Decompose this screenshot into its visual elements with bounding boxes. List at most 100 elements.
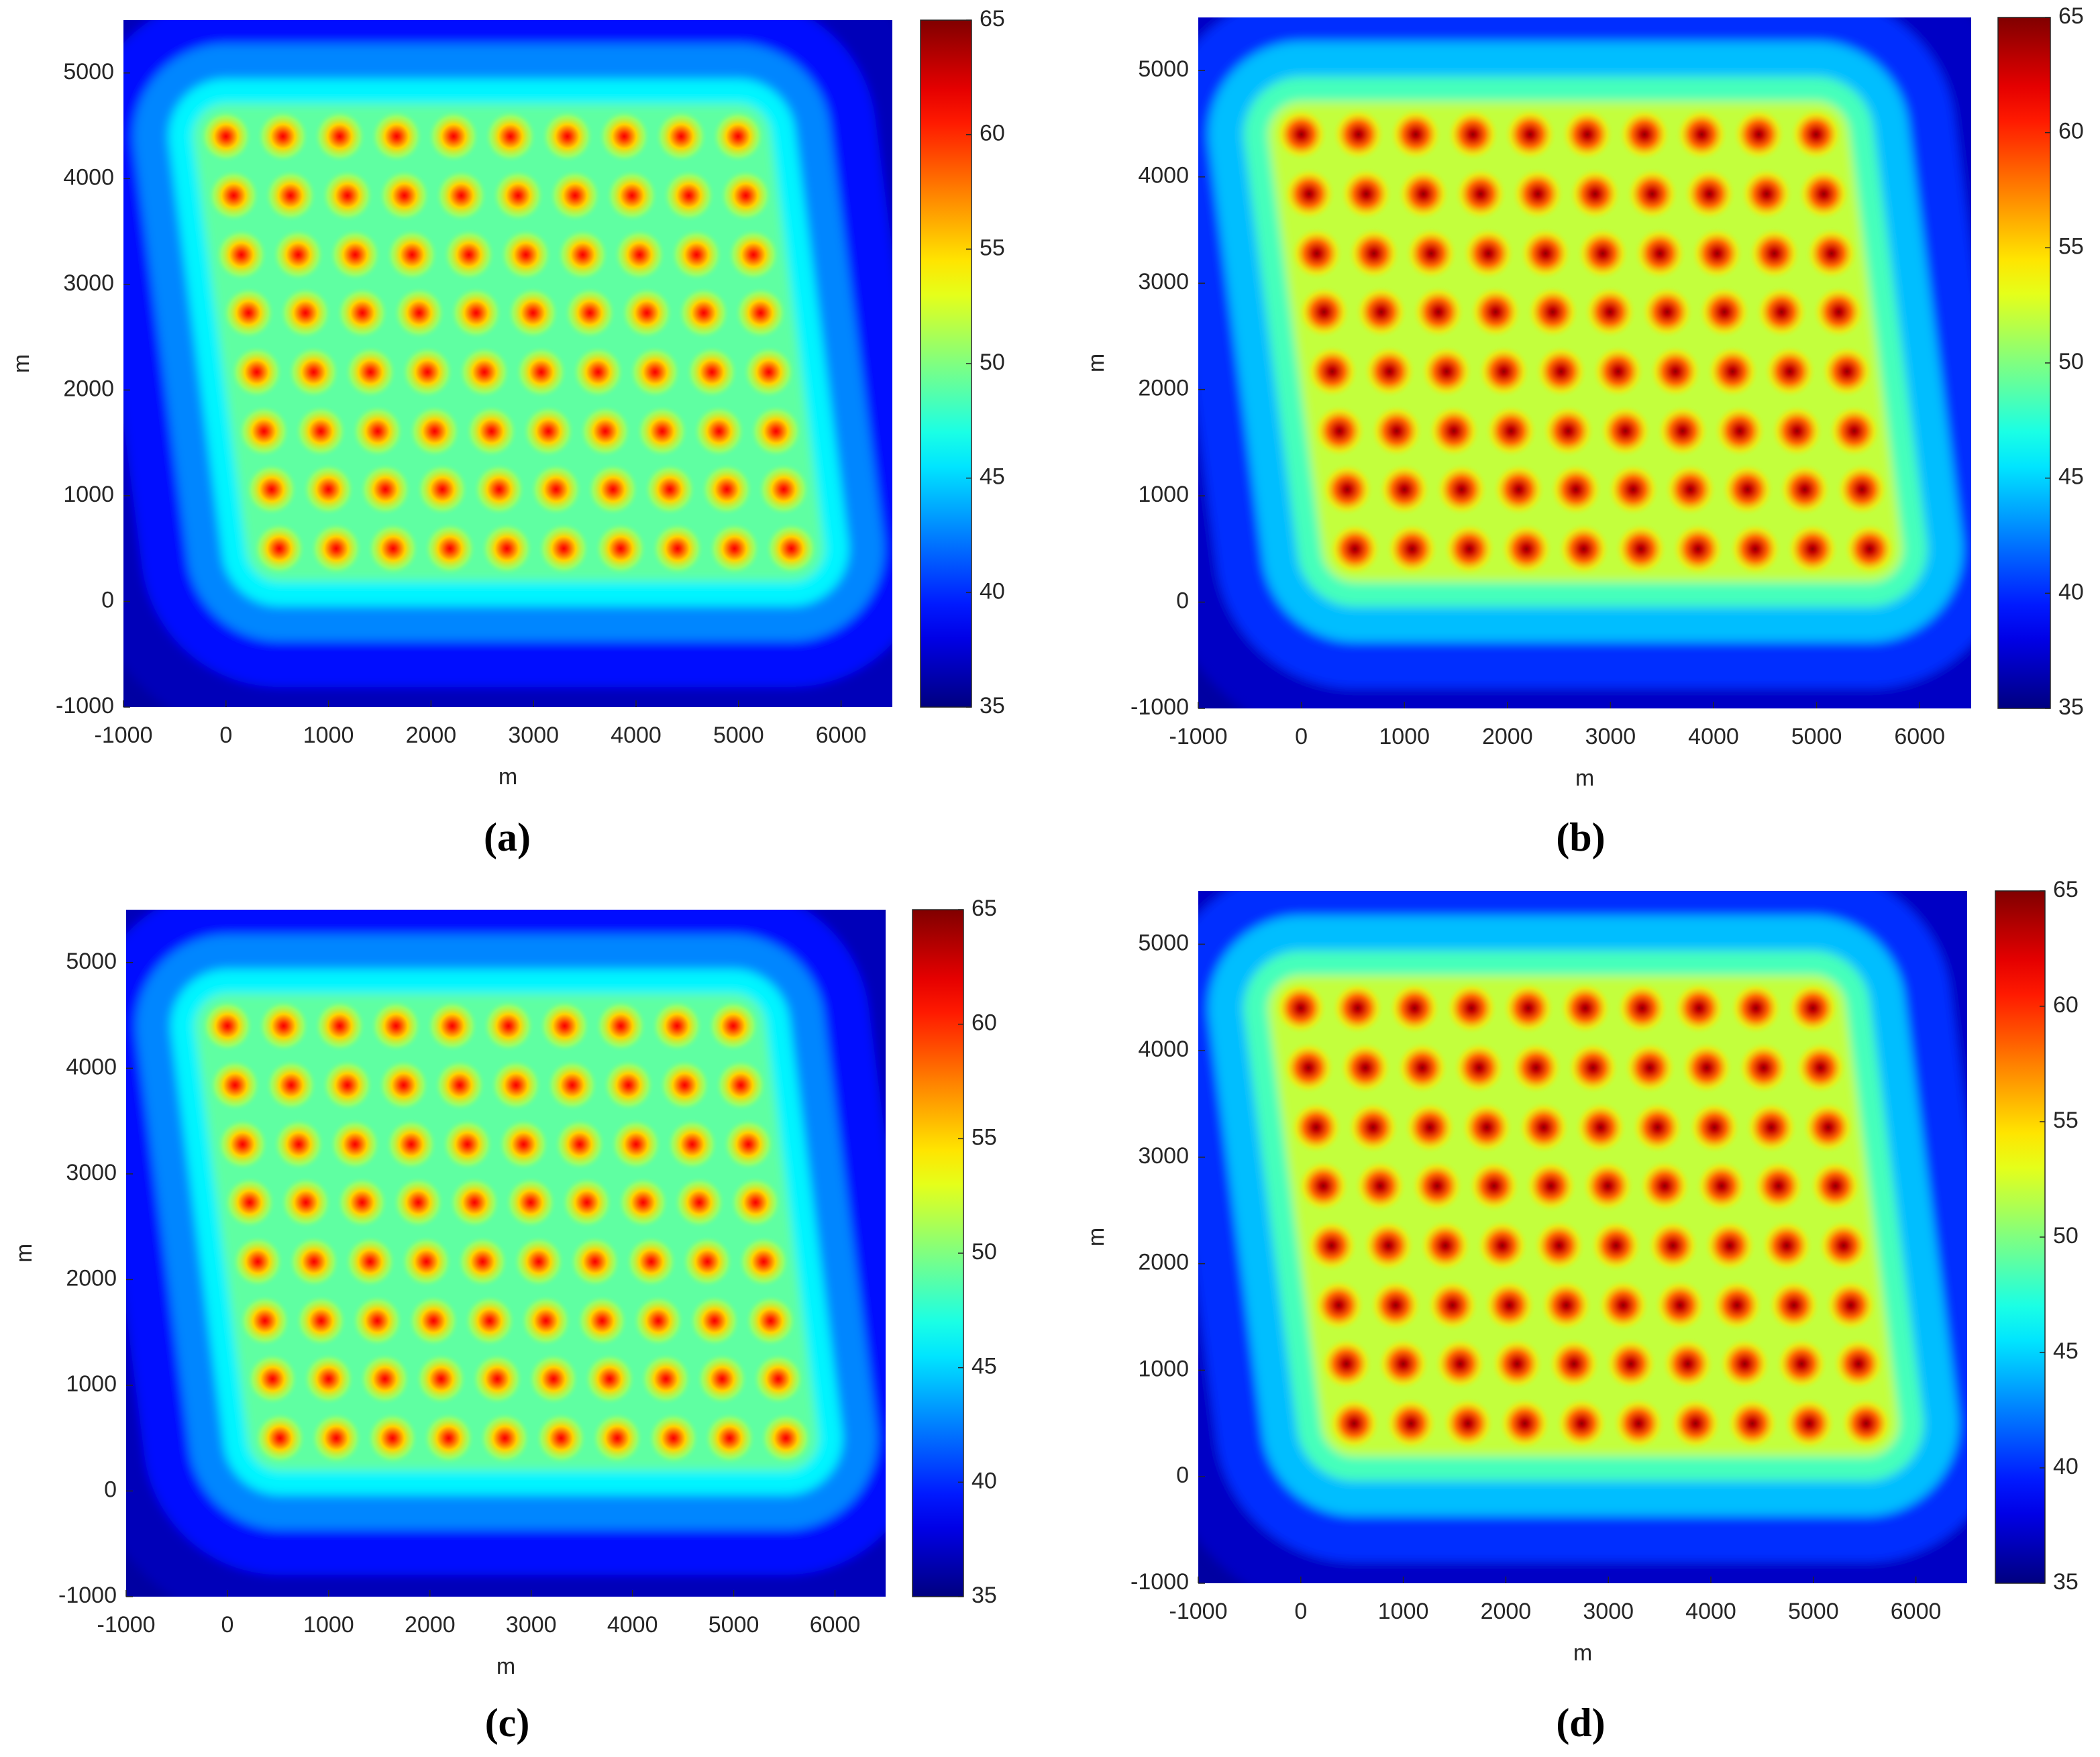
turbine-hotspot — [499, 228, 553, 282]
turbine-hotspot — [366, 521, 420, 576]
turbine-hotspot — [1832, 1337, 1885, 1391]
colorbar-tick-label: 50 — [2058, 349, 2084, 374]
turbine-hotspot — [1490, 1337, 1544, 1391]
turbine-hotspot — [279, 1176, 333, 1229]
turbine-hotspot — [1503, 107, 1557, 162]
turbine-hotspot — [400, 1235, 453, 1288]
turbine-hotspot — [1517, 1100, 1571, 1155]
turbine-hotspot — [1820, 344, 1874, 398]
turbine-hotspot — [1690, 226, 1744, 280]
colorbar-tick-label: 60 — [2058, 119, 2084, 144]
x-tick-label: 3000 — [506, 1612, 557, 1638]
panel: -1000 0 1000 2000 3000 4000 5000 6000 -1000 0 1000… — [1084, 877, 2079, 1745]
turbine-hotspot — [1426, 1278, 1479, 1332]
turbine-hotspot — [620, 286, 674, 340]
turbine-hotspot — [651, 521, 704, 576]
turbine-hotspot — [1710, 1278, 1764, 1332]
turbine-hotspot — [1566, 1041, 1620, 1095]
turbine-hotspot — [1760, 1218, 1814, 1273]
turbine-hotspot — [302, 1352, 356, 1405]
turbine-hotspot — [1782, 1397, 1836, 1450]
turbine-hotspot — [1338, 1041, 1392, 1095]
turbine-hotspot — [449, 286, 503, 340]
turbine-hotspot — [1775, 1337, 1828, 1391]
turbine-hotspot — [1518, 226, 1573, 280]
turbine-hotspot — [1680, 1041, 1734, 1095]
x-tick-label: 2000 — [1481, 1599, 1532, 1624]
turbine-hotspot — [1290, 226, 1344, 280]
turbine-hotspot — [1824, 1278, 1878, 1332]
turbine-hotspot — [1574, 1100, 1628, 1155]
turbine-hotspot — [456, 1235, 509, 1288]
turbine-hotspot — [1396, 167, 1451, 221]
turbine-hotspot — [497, 1118, 550, 1171]
turbine-hotspot — [1789, 107, 1843, 162]
turbine-hotspot — [392, 1176, 445, 1229]
turbine-hotspot — [1661, 1337, 1715, 1391]
turbine-hotspot — [464, 405, 519, 458]
turbine-hotspot — [335, 1176, 388, 1229]
turbine-hotspot — [392, 286, 446, 340]
turbine-hotspot — [246, 1352, 299, 1405]
x-tick-label: 6000 — [810, 1612, 861, 1638]
turbine-hotspot — [571, 345, 625, 399]
turbine-hotspot — [590, 1412, 644, 1465]
turbine-hotspot — [1361, 1218, 1416, 1273]
colorbar-tick-label: 45 — [972, 1354, 997, 1379]
turbine-hotspot — [1362, 344, 1416, 398]
colorbar-tick-label: 55 — [2053, 1108, 2079, 1133]
turbine-hotspot — [370, 109, 423, 164]
turbine-hotspot — [223, 1176, 276, 1229]
turbine-hotspot — [1559, 981, 1612, 1035]
x-tick-label: 5000 — [713, 723, 764, 748]
y-axis-label: m — [9, 354, 34, 373]
y-tick-label: 5000 — [1138, 930, 1189, 955]
turbine-hotspot — [1785, 522, 1840, 576]
turbine-hotspot — [1797, 167, 1851, 221]
turbine-hotspot — [1804, 226, 1858, 280]
turbine-hotspot — [309, 521, 363, 576]
x-tick-label: -1000 — [1169, 724, 1228, 749]
turbine-hotspot — [751, 1352, 805, 1405]
turbine-hotspot — [427, 109, 480, 164]
turbine-hotspot — [1726, 1397, 1779, 1450]
turbine-hotspot — [491, 168, 545, 223]
turbine-hotspot — [586, 462, 640, 517]
turbine-hotspot — [613, 228, 667, 282]
y-tick-label: 0 — [104, 1477, 117, 1502]
turbine-hotspot — [1369, 1278, 1422, 1332]
turbine-hotspot — [1445, 981, 1498, 1035]
x-tick-label: -1000 — [97, 1612, 156, 1638]
turbine-hotspot — [568, 1235, 622, 1288]
turbine-hotspot — [1534, 344, 1588, 398]
turbine-hotspot — [1385, 522, 1439, 576]
turbine-hotspot — [521, 405, 576, 458]
turbine-hotspot — [1511, 167, 1565, 221]
turbine-hotspot — [744, 1294, 797, 1348]
turbine-hotspot — [470, 1352, 524, 1405]
y-tick-label: 3000 — [63, 270, 114, 296]
turbine-hotspot — [576, 1294, 629, 1348]
turbine-hotspot — [1754, 285, 1809, 339]
turbine-hotspot — [484, 109, 537, 164]
turbine-hotspot — [548, 168, 602, 223]
turbine-hotspot — [1369, 404, 1424, 458]
turbine-hotspot — [1557, 522, 1611, 576]
turbine-hotspot — [1589, 1218, 1643, 1273]
turbine-hotspot — [512, 1235, 566, 1288]
turbine-hotspot — [673, 1176, 726, 1229]
turbine-hotspot — [264, 168, 317, 223]
turbine-hotspot — [625, 1235, 678, 1288]
turbine-hotspot — [1568, 167, 1622, 221]
turbine-hotspot — [1502, 981, 1555, 1035]
x-axis-label: m — [498, 764, 517, 790]
turbine-hotspot — [358, 462, 413, 517]
x-tick-label: 2000 — [406, 723, 457, 748]
y-tick-label: 5000 — [63, 59, 114, 85]
turbine-hotspot — [1618, 107, 1672, 162]
turbine-hotspot — [545, 1059, 599, 1112]
turbine-hotspot — [1817, 1218, 1871, 1273]
turbine-hotspot — [313, 109, 367, 164]
y-tick-label: 2000 — [63, 376, 114, 401]
